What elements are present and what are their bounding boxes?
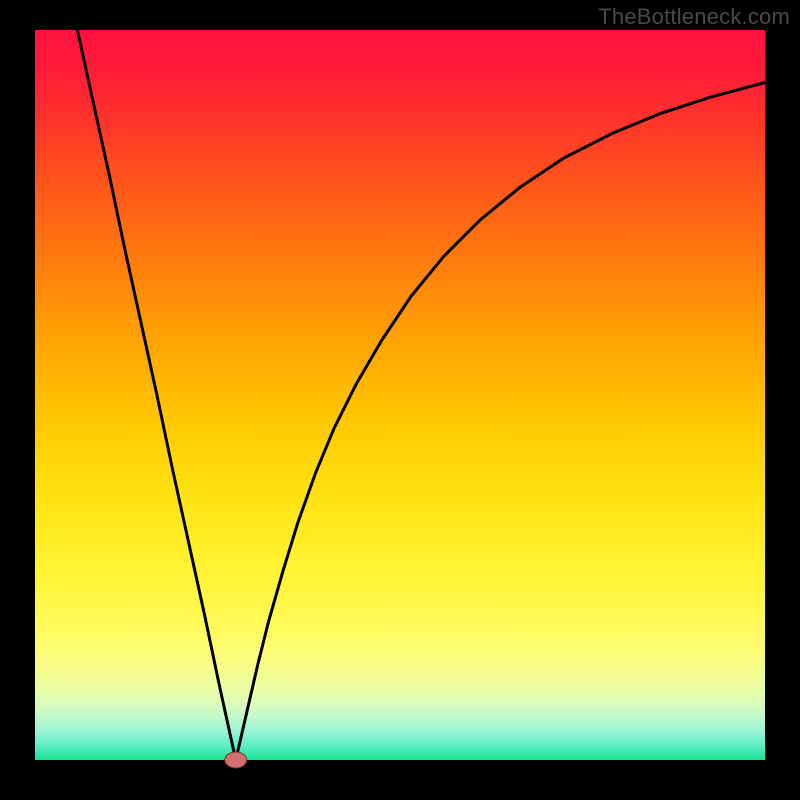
bottleneck-chart: [0, 0, 800, 800]
minimum-marker: [225, 752, 247, 768]
chart-container: { "watermark": { "text": "TheBottleneck.…: [0, 0, 800, 800]
watermark-text: TheBottleneck.com: [598, 4, 790, 30]
plot-background: [35, 30, 765, 760]
